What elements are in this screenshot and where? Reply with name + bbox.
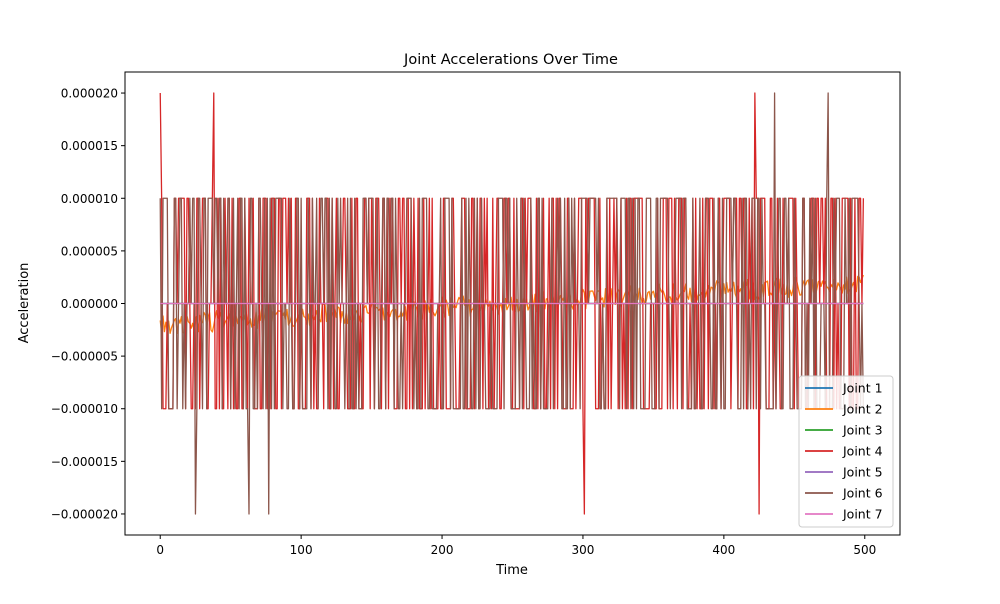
x-tick-label: 500 — [853, 543, 876, 557]
y-tick-label: 0.000015 — [61, 139, 118, 153]
y-tick-label: −0.000010 — [51, 402, 118, 416]
legend-label: Joint 3 — [842, 423, 883, 438]
x-tick-label: 300 — [572, 543, 595, 557]
x-tick-label: 0 — [156, 543, 164, 557]
y-axis: −0.000020 −0.000015 −0.000010 −0.000005 0.00… — [51, 87, 125, 521]
y-tick-label: 0.000005 — [61, 244, 118, 258]
y-axis-label: Acceleration — [17, 263, 32, 344]
series-line-joint-6 — [159, 92, 865, 515]
x-tick-label: 200 — [431, 543, 454, 557]
legend-label: Joint 5 — [842, 465, 883, 480]
legend-box — [798, 375, 894, 528]
legend-label: Joint 7 — [842, 507, 883, 522]
y-tick-label: −0.000015 — [51, 455, 118, 469]
x-axis-label: Time — [495, 563, 528, 578]
legend-label: Joint 2 — [842, 402, 883, 417]
y-tick-label: 0.000020 — [61, 87, 118, 101]
y-tick-label: −0.000020 — [51, 507, 118, 521]
x-tick-label: 100 — [290, 543, 313, 557]
legend: Joint 1 Joint 2 Joint 3 Joint 4 Joint 5 Joint… — [798, 375, 894, 528]
y-tick-label: 0.000010 — [61, 192, 118, 206]
legend-label: Joint 4 — [842, 444, 883, 459]
x-axis: 0 100 200 300 400 500 — [156, 535, 876, 557]
y-tick-label: −0.000005 — [51, 350, 118, 364]
y-tick-label: 0.000000 — [61, 297, 118, 311]
series-layer — [159, 92, 865, 515]
legend-label: Joint 6 — [842, 486, 883, 501]
x-tick-label: 400 — [712, 543, 735, 557]
chart-title: Joint Accelerations Over Time — [403, 52, 618, 68]
legend-label: Joint 1 — [842, 381, 883, 396]
